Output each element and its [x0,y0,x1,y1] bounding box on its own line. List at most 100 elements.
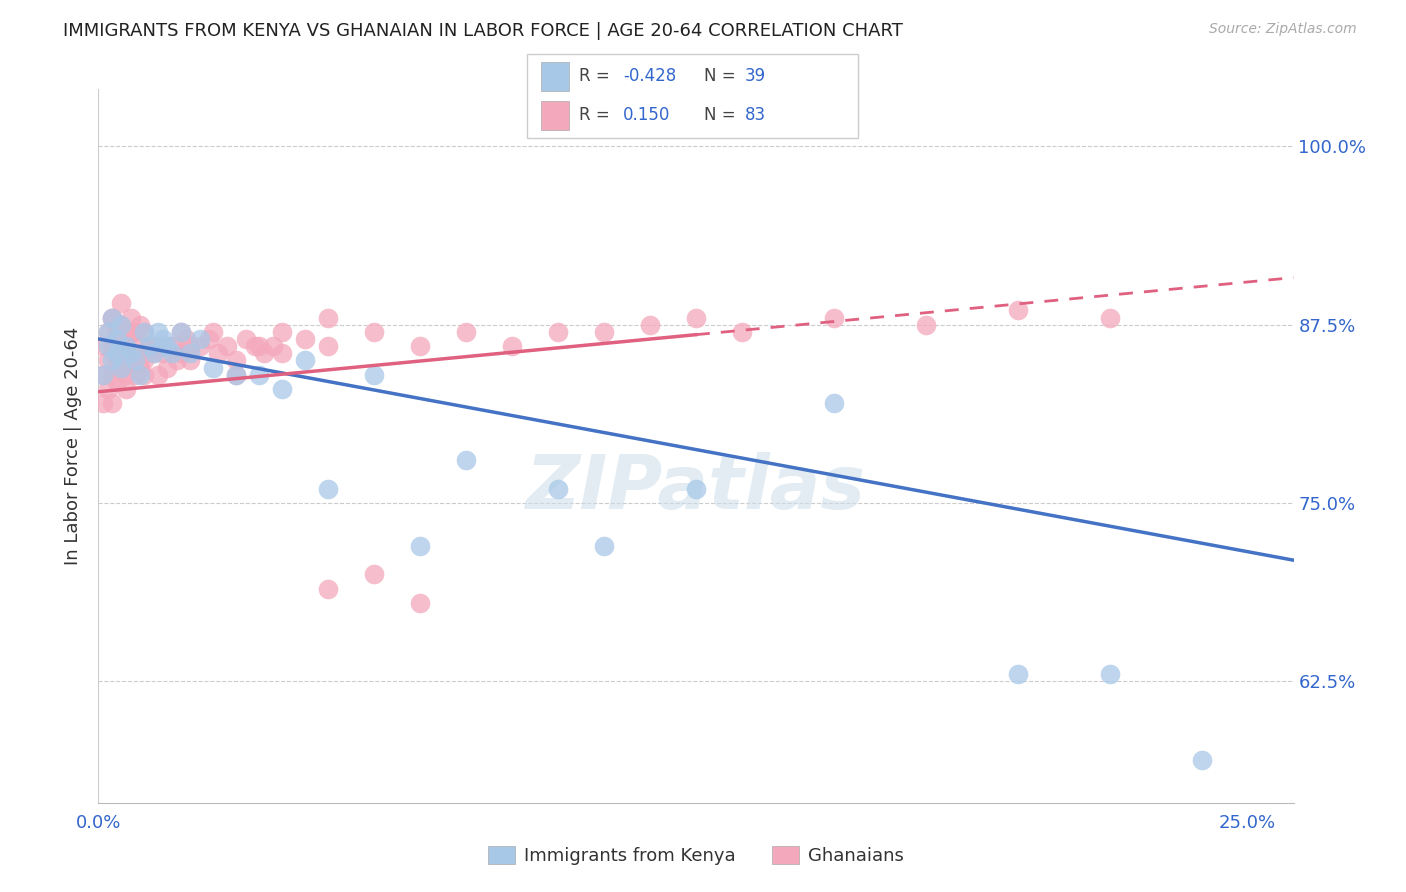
Point [156,339,179,353]
Point [235,332,257,346]
Point [225,368,247,382]
Text: 39: 39 [745,68,766,86]
Point [316,310,339,325]
Point [1191,753,1213,767]
Point [105,332,128,346]
Point [593,539,616,553]
Point [197,332,219,346]
Point [593,325,616,339]
Point [115,339,138,353]
Point [105,353,128,368]
Point [97,382,120,396]
Point [97,339,120,353]
Point [247,339,270,353]
Point [110,318,132,332]
Point [363,567,385,582]
Text: IMMIGRANTS FROM KENYA VS GHANAIAN IN LABOR FORCE | AGE 20-64 CORRELATION CHART: IMMIGRANTS FROM KENYA VS GHANAIAN IN LAB… [63,22,903,40]
Point [207,346,229,360]
Point [501,339,523,353]
Point [363,368,385,382]
Text: R =: R = [579,106,620,124]
Point [134,368,156,382]
Point [316,582,339,596]
Point [97,325,120,339]
Point [105,375,128,389]
Point [110,360,132,375]
Point [271,325,294,339]
Text: ZIPatlas: ZIPatlas [526,452,866,525]
Point [142,346,165,360]
Point [105,346,128,360]
Point [110,318,132,332]
Point [638,318,661,332]
Point [316,339,339,353]
Point [294,332,316,346]
Point [152,332,174,346]
Legend: Immigrants from Kenya, Ghanaians: Immigrants from Kenya, Ghanaians [481,838,911,872]
Point [101,310,124,325]
Point [138,339,160,353]
Point [91,368,114,382]
Point [124,368,146,382]
Point [225,353,247,368]
Point [202,325,225,339]
Point [101,368,124,382]
Point [156,360,179,375]
Point [685,482,707,496]
Point [124,325,146,339]
Point [823,310,845,325]
Point [188,339,211,353]
Point [731,325,754,339]
Point [101,310,124,325]
Point [170,346,193,360]
Point [101,396,124,410]
Point [179,353,201,368]
Point [128,353,150,368]
Point [152,346,174,360]
Point [247,368,270,382]
Point [115,368,138,382]
Point [101,310,124,325]
Point [202,360,225,375]
Text: 83: 83 [745,106,766,124]
Point [134,325,156,339]
Point [142,339,165,353]
Point [823,396,845,410]
Point [110,360,132,375]
Point [253,346,276,360]
Point [128,360,150,375]
Point [128,368,150,382]
Point [138,339,160,353]
Point [101,353,124,368]
Point [179,346,201,360]
Point [409,339,432,353]
Point [120,346,142,360]
Point [148,368,170,382]
Text: R =: R = [579,68,616,86]
Point [120,310,142,325]
Point [316,482,339,496]
Point [170,325,193,339]
Point [91,339,114,353]
Point [97,353,120,368]
Point [128,318,150,332]
Point [134,353,156,368]
Point [547,482,569,496]
Point [124,353,146,368]
Point [456,453,478,467]
Point [115,382,138,396]
Point [101,339,124,353]
Point [115,339,138,353]
Point [225,368,247,382]
Point [115,339,138,353]
Point [685,310,707,325]
Point [91,368,114,382]
Point [142,346,165,360]
Text: N =: N = [704,106,741,124]
Point [271,382,294,396]
Point [97,325,120,339]
Point [271,346,294,360]
Point [294,353,316,368]
Point [188,332,211,346]
Point [1098,667,1121,681]
